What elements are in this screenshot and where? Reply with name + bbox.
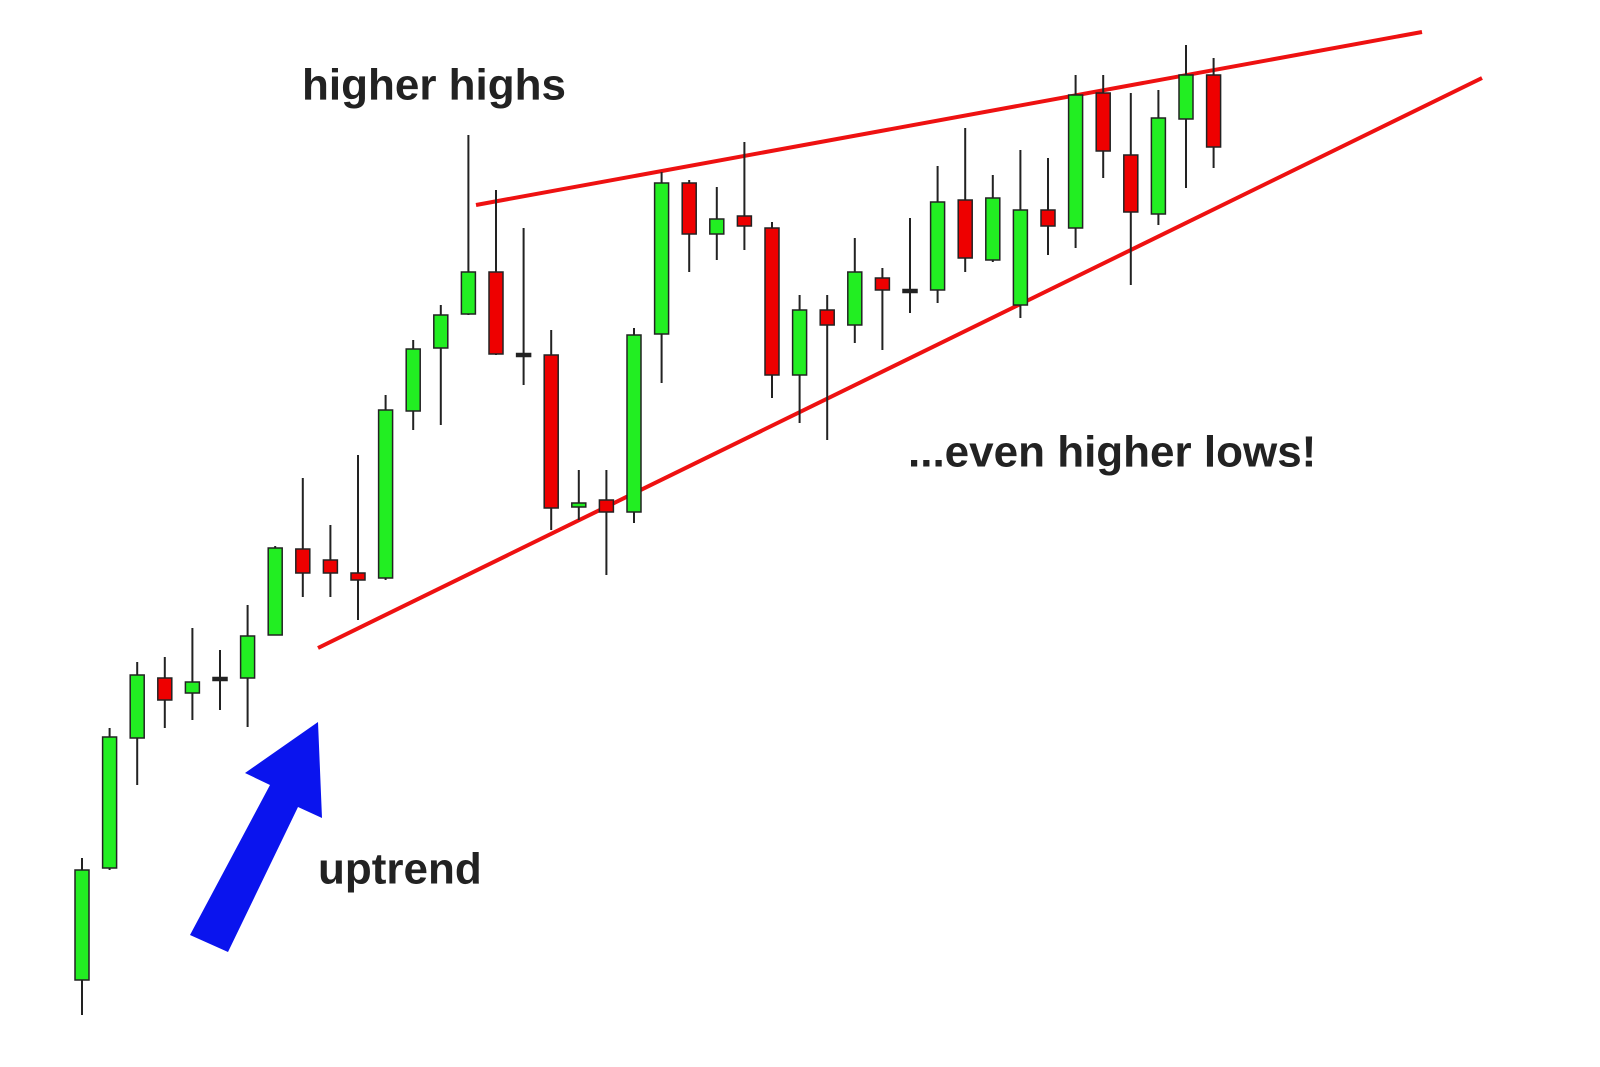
candle-body [874, 277, 891, 291]
candle-body [929, 201, 946, 291]
candle-body [764, 227, 780, 376]
candle-body [902, 288, 918, 294]
candle-body [267, 547, 283, 636]
candle-body [791, 309, 808, 376]
candles [74, 45, 1222, 1015]
candle-body [515, 352, 532, 358]
candle-body [129, 674, 145, 739]
candle-body [433, 314, 449, 349]
candle-body [1150, 117, 1167, 215]
candle-body [819, 309, 835, 326]
candle-body [598, 499, 615, 513]
candle-body [184, 681, 201, 694]
candle-body [653, 182, 670, 335]
candle-body [239, 635, 256, 679]
candle-body [847, 271, 863, 326]
candle-body [1178, 74, 1194, 120]
candle-body [985, 197, 1001, 261]
candle-body [626, 334, 642, 513]
candle-body [101, 736, 118, 869]
annotation: ...even higher lows! [908, 428, 1316, 477]
candle-body [571, 502, 587, 508]
candle-body [1095, 92, 1111, 152]
uptrend-arrow [190, 722, 322, 952]
annotation: uptrend [318, 845, 482, 894]
candle-body [957, 199, 973, 259]
lower-trend-line [317, 76, 1483, 650]
candle-body [681, 182, 697, 235]
candle-body [1123, 154, 1139, 213]
candle-body [322, 559, 339, 574]
candle-body [157, 677, 173, 701]
annotation: higher highs [302, 61, 566, 110]
candle-body [460, 271, 477, 315]
candle-body [543, 354, 559, 509]
candle-body [405, 348, 421, 412]
candle-body [377, 409, 394, 579]
candle-body [1012, 209, 1029, 306]
candle-body [736, 215, 753, 227]
candle-body [212, 676, 228, 682]
candle-body [1205, 74, 1222, 148]
candle-body [488, 271, 504, 355]
candle-body [709, 218, 725, 235]
candle-body [74, 869, 90, 981]
candle-body [350, 572, 366, 581]
upper-trend-line [475, 30, 1423, 207]
candle-body [1040, 209, 1056, 227]
candle-body [295, 548, 311, 574]
candle-body [1067, 94, 1084, 229]
